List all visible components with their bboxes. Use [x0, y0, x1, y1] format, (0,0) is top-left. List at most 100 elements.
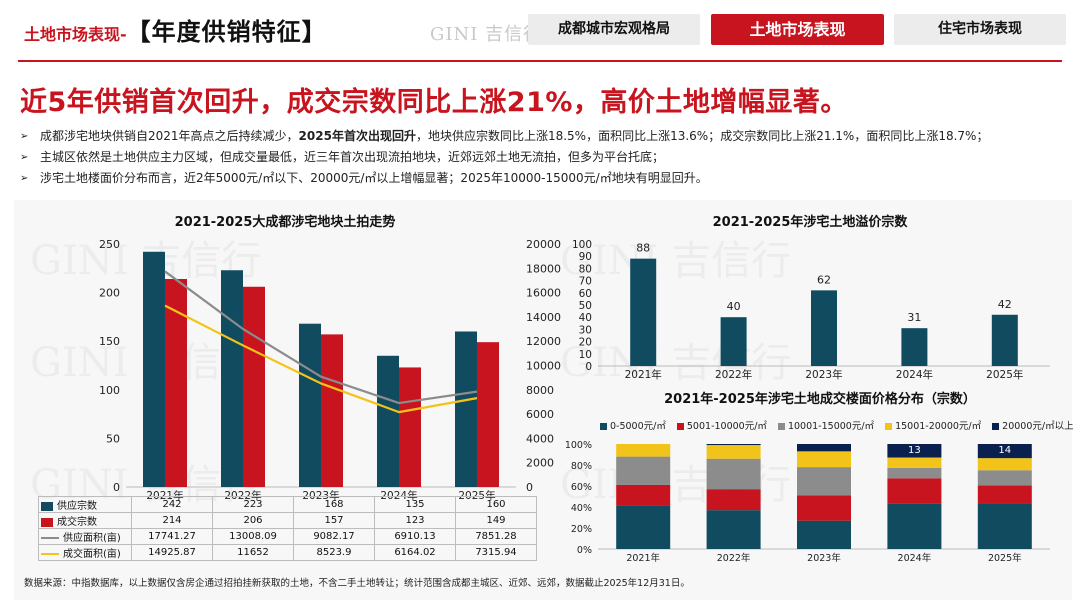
bullet-text: 主城区依然是土地供应主力区域，但成交量最低，近三年首次出现流拍地块，近郊远郊土地…: [40, 150, 665, 164]
header-divider: [18, 60, 1062, 62]
table-cell: 6910.13: [374, 528, 456, 545]
table-cell: 14925.87: [131, 544, 213, 561]
stacked-segment: [706, 510, 761, 549]
y-tick-label-left: 100: [99, 384, 120, 397]
legend-swatch: [41, 517, 53, 527]
stacked-segment: [887, 478, 942, 504]
stacked-segment: [706, 458, 761, 490]
legend-item: 5001-10000元/㎡: [676, 421, 767, 432]
y-tick-label: 40: [579, 312, 592, 324]
bullet-item: ➢ 主城区依然是土地供应主力区域，但成交量最低，近三年首次出现流拍地块，近郊远郊土…: [20, 147, 1080, 168]
legend-item: 20000元/㎡以上: [992, 421, 1074, 432]
data-label: 14: [998, 445, 1011, 456]
table-cell: 11652: [212, 544, 294, 561]
bar: [477, 342, 499, 487]
table-cell: 6164.02: [374, 544, 456, 561]
gini-logo: GINI 吉信行: [430, 24, 543, 45]
stacked-segment: [797, 520, 851, 549]
chart3-legend: 0-5000元/㎡ 5001-10000元/㎡ 10001-15000元/㎡ 1…: [600, 418, 1080, 432]
table-cell: 242: [131, 496, 213, 513]
bar: [165, 278, 187, 487]
legend-swatch: [777, 423, 785, 430]
stacked-segment: [887, 467, 942, 479]
x-tick-label: 2022年: [717, 552, 751, 564]
table-cell: 157: [293, 512, 375, 529]
tab-residential-market[interactable]: 住宅市场表现: [894, 14, 1066, 45]
bullet-list: ➢ 成都涉宅地块供销自2021年高点之后持续减少，2025年首次出现回升，地块供应…: [20, 126, 1080, 189]
table-cell: 223: [212, 496, 294, 513]
y-tick-label: 90: [579, 251, 592, 263]
bar: [221, 270, 243, 487]
legend-supply-area: 供应面积(亩): [38, 528, 132, 545]
legend-supply-count: 供应宗数: [38, 496, 132, 513]
y-tick-label: 30: [579, 324, 592, 336]
stacked-segment: [797, 495, 851, 521]
y-tick-label-right: 10000: [526, 360, 561, 373]
stacked-segment: [797, 467, 851, 496]
y-tick-label-right: 14000: [526, 311, 561, 324]
data-label: 62: [817, 273, 831, 286]
bullet-item: ➢ 成都涉宅地块供销自2021年高点之后持续减少，2025年首次出现回升，地块供应…: [20, 126, 1080, 147]
bar: [377, 355, 399, 487]
y-tick-label-right: 0: [526, 481, 533, 494]
x-tick-label: 2024年: [896, 368, 933, 381]
bar: [811, 290, 837, 366]
y-tick-label: 80: [579, 263, 592, 275]
chart1-title: 2021-2025大成都涉宅地块土拍走势: [174, 215, 396, 230]
chart2-title: 2021-2025年涉宅土地溢价宗数: [712, 215, 908, 230]
y-tick-label: 40%: [571, 503, 592, 514]
table-cell: 135: [374, 496, 456, 513]
y-tick-label-right: 4000: [526, 432, 554, 445]
stacked-segment: [706, 445, 761, 459]
title-main: 【年度供销特征】: [126, 18, 327, 46]
stacked-segment: [706, 444, 761, 446]
data-label: 40: [727, 300, 741, 313]
y-tick-label: 0: [585, 361, 592, 373]
chart1-data-table: 供应宗数 242 223 168 135 160 成交宗数 214 206 15…: [38, 496, 537, 561]
tab-land-market[interactable]: 土地市场表现: [711, 14, 884, 45]
bar: [399, 367, 421, 487]
y-tick-label: 80%: [571, 461, 592, 472]
y-tick-label: 10: [579, 349, 592, 361]
table-cell: 206: [212, 512, 294, 529]
y-tick-label-left: 150: [99, 335, 120, 348]
y-tick-label: 0%: [577, 545, 592, 556]
stacked-segment: [977, 458, 1032, 471]
table-cell: 7315.94: [455, 544, 537, 561]
legend-item: 15001-20000元/㎡: [885, 421, 981, 432]
bar: [455, 331, 477, 487]
legend-swatch: [992, 423, 1000, 430]
stacked-segment: [706, 489, 761, 511]
stacked-segment: [797, 451, 851, 468]
y-tick-label-right: 18000: [526, 262, 561, 275]
bullet-bold: 2025年首次出现回升: [298, 129, 416, 143]
table-row: 供应宗数 242 223 168 135 160: [38, 496, 537, 513]
y-tick-label-left: 0: [113, 481, 120, 494]
y-tick-label-right: 2000: [526, 457, 554, 470]
tab-city-macro[interactable]: 成都城市宏观格局: [528, 14, 700, 45]
bar: [243, 286, 265, 487]
bar: [991, 314, 1018, 366]
table-cell: 7851.28: [455, 528, 537, 545]
data-source-note: 数据来源：中指数据库，以上数据仅含房企通过招拍挂新获取的土地，不含二手土地转让；…: [24, 578, 690, 589]
y-tick-label: 60: [579, 288, 592, 300]
y-tick-label: 50: [579, 300, 592, 312]
y-tick-label-right: 8000: [526, 384, 554, 397]
y-tick-label-left: 200: [99, 287, 120, 300]
table-cell: 214: [131, 512, 213, 529]
table-row: 供应面积(亩) 17741.27 13008.09 9082.17 6910.1…: [38, 528, 537, 545]
stacked-segment: [616, 505, 671, 549]
bullet-item: ➢ 涉宅土地楼面价分布而言，近2年5000元/㎡以下、20000元/㎡以上增幅显著…: [20, 168, 1080, 189]
legend-item: 10001-15000元/㎡: [777, 421, 874, 432]
legend-swatch: [41, 501, 53, 511]
series-line: [164, 304, 478, 414]
series-line: [164, 270, 478, 405]
bullet-text: 成都涉宅地块供销自2021年高点之后持续减少，: [40, 129, 299, 143]
arrow-icon: ➢: [20, 173, 29, 184]
bullet-text-end: ，地块供应宗数同比上涨18.5%，面积同比上涨13.6%；成交宗数同比上涨21.…: [415, 129, 989, 143]
page-header: 土地市场表现-【年度供销特征】 GINI 吉信行 成都城市宏观格局 土地市场表现…: [0, 0, 1080, 66]
x-tick-label: 2025年: [986, 368, 1023, 381]
legend-swatch: [885, 423, 893, 430]
table-cell: 123: [374, 512, 456, 529]
data-label: 13: [908, 445, 921, 456]
